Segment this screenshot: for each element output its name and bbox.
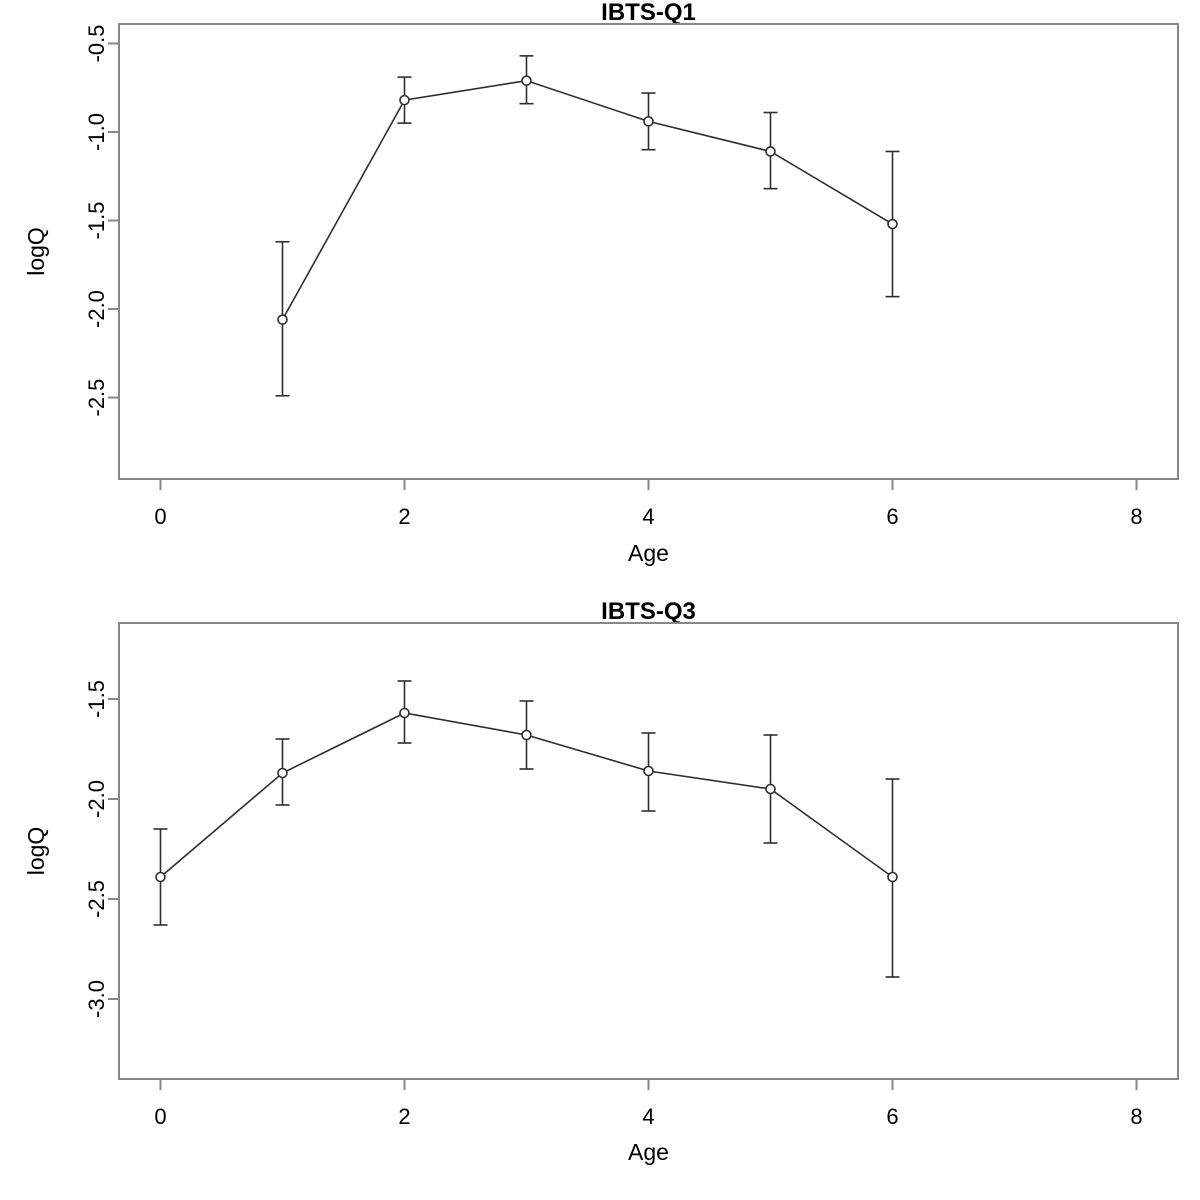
- y-tick-label: -1.5: [84, 680, 109, 718]
- y-tick-label: -2.0: [84, 780, 109, 818]
- x-tick-label: 6: [886, 1104, 898, 1129]
- x-tick-label: 0: [154, 504, 166, 529]
- data-point-marker: [155, 871, 166, 883]
- x-tick-label: 4: [642, 504, 654, 529]
- x-tick-label: 6: [886, 504, 898, 529]
- x-tick-label: 8: [1130, 504, 1142, 529]
- data-point-marker: [887, 218, 898, 230]
- x-tick-label: 0: [154, 1104, 166, 1129]
- x-tick-label: 2: [398, 504, 410, 529]
- plot-box: [118, 622, 1179, 1080]
- y-axis-label: logQ: [23, 227, 49, 276]
- x-tick-label: 2: [398, 1104, 410, 1129]
- ibts-q1-plot: IBTS-Q1 logQ Age 0 2 4 6 8 -0.5 -1.0 -1.5 -2.0 -2…: [23, 0, 1179, 566]
- chart-layer: 0 2 4 6 8 -1.5 -2.0 -2.5 -3.0: [84, 622, 1179, 1129]
- x-tick-label: 8: [1130, 1104, 1142, 1129]
- y-tick-label: -1.0: [84, 113, 109, 151]
- data-point-marker: [521, 729, 532, 741]
- data-point-marker: [399, 707, 410, 719]
- y-tick-label: -0.5: [84, 25, 109, 63]
- data-point-marker: [399, 94, 410, 106]
- data-point-marker: [643, 116, 654, 127]
- y-tick-label: -2.5: [84, 379, 109, 417]
- x-tick-label: 4: [642, 1104, 654, 1129]
- y-tick-label: -2.0: [84, 290, 109, 328]
- plot-title: IBTS-Q1: [601, 0, 696, 26]
- data-point-marker: [277, 314, 288, 325]
- data-point-marker: [277, 767, 288, 779]
- y-tick-label: -2.5: [84, 880, 109, 918]
- ibts-q3-plot: IBTS-Q3 logQ Age 0 2 4 6 8 -1.5 -2.0 -2.5 -3.0: [23, 600, 1179, 1165]
- data-series-line: [281, 79, 893, 321]
- y-tick-label: -1.5: [84, 202, 109, 240]
- data-point-marker: [887, 871, 898, 883]
- x-axis-label: Age: [628, 1139, 669, 1165]
- x-axis-label: Age: [628, 540, 669, 566]
- data-point-marker: [521, 75, 532, 86]
- chart-layer: 0 2 4 6 8 -0.5 -1.0 -1.5 -2.0 -2.5: [84, 23, 1179, 529]
- data-point-marker: [765, 783, 776, 795]
- data-point-marker: [643, 765, 654, 777]
- y-axis-label: logQ: [23, 827, 49, 876]
- data-point-marker: [765, 146, 776, 157]
- y-tick-label: -3.0: [84, 980, 109, 1018]
- plot-title: IBTS-Q3: [601, 600, 696, 625]
